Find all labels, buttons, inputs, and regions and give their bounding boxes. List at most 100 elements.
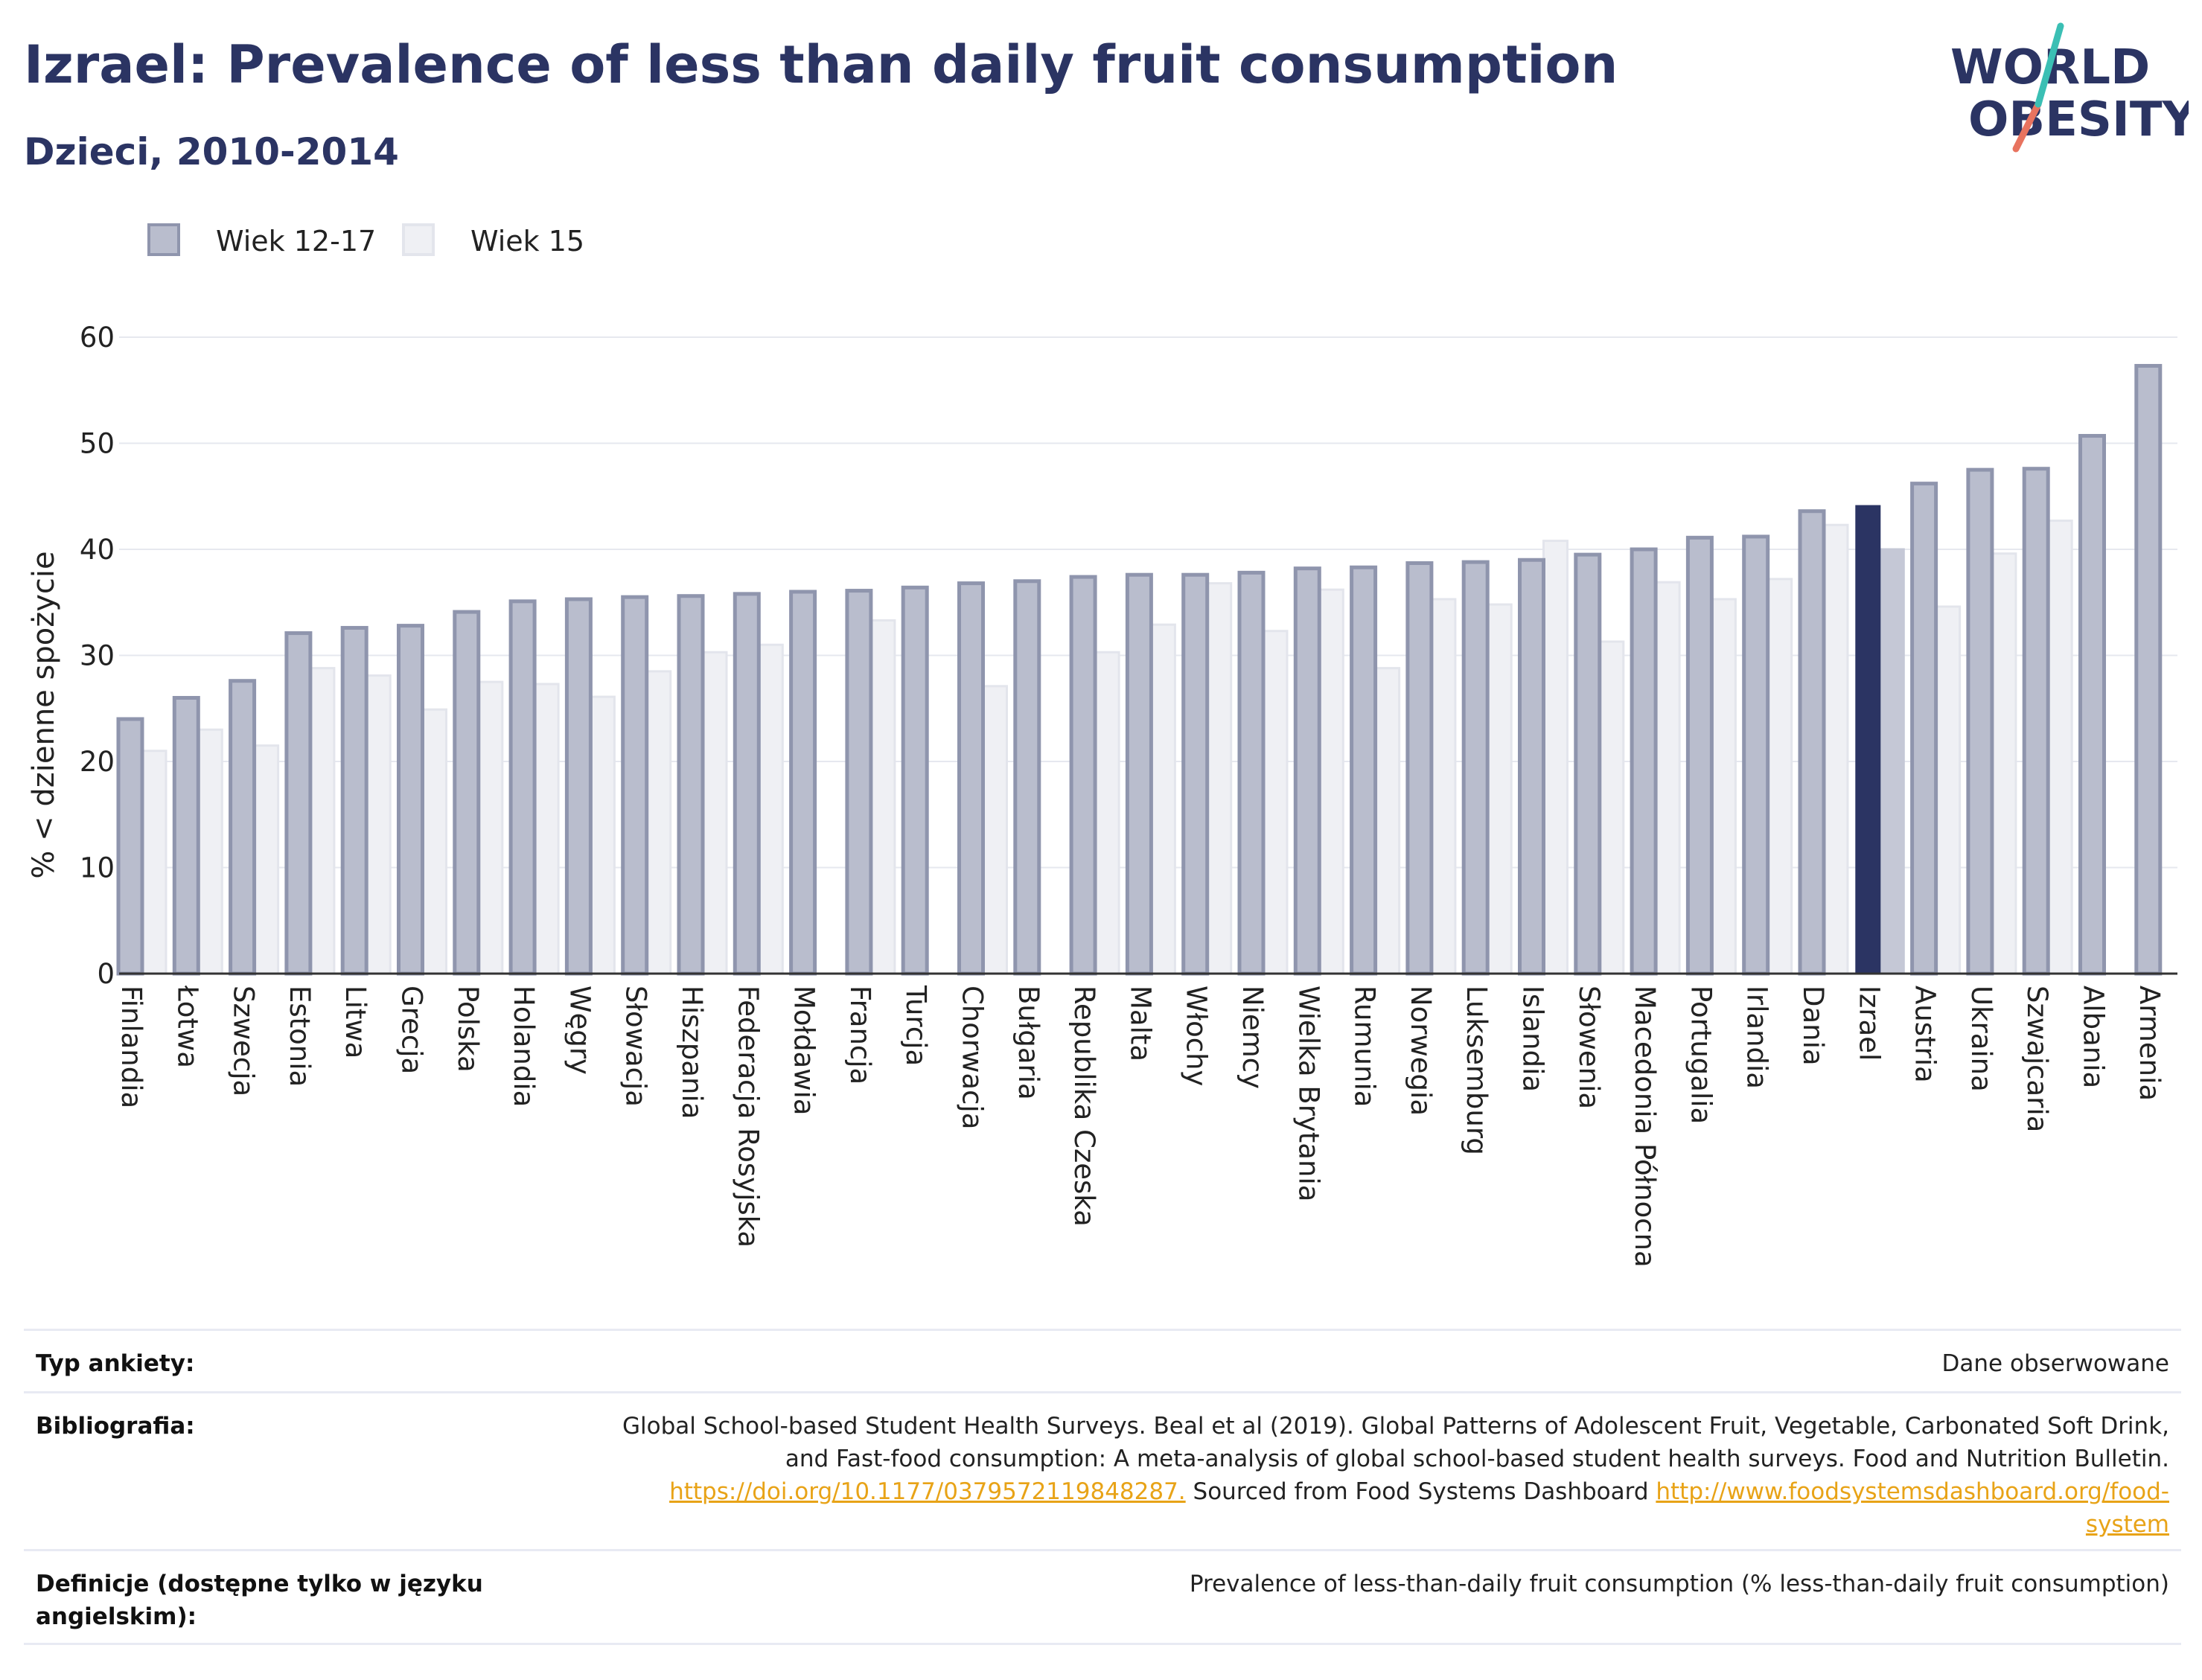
- x-tick-label: Węgry: [564, 986, 596, 1075]
- x-tick-label: Słowenia: [1573, 986, 1605, 1109]
- bar-series2: [141, 750, 167, 975]
- bibliography-value: Global School-based Student Health Surve…: [569, 1410, 2169, 1541]
- bar-series2: [1991, 552, 2017, 975]
- y-tick-label: 50: [80, 428, 115, 460]
- x-tick-label: Republika Czeska: [1068, 986, 1100, 1227]
- y-tick-label: 20: [80, 746, 115, 778]
- x-tick-label: Włochy: [1181, 986, 1213, 1086]
- bar-series2: [1262, 630, 1289, 975]
- chart-subtitle: Dzieci, 2010-2014: [24, 130, 399, 173]
- x-tick-label: Litwa: [339, 986, 371, 1058]
- x-tick-label: Rumunia: [1349, 986, 1381, 1107]
- bar-series2: [533, 683, 560, 975]
- bar-series1: [1685, 535, 1714, 976]
- bibliography-text-3: Sourced from Food Systems Dashboard: [1185, 1478, 1656, 1505]
- metadata-row-bibliography: Bibliografia: Global School-based Studen…: [24, 1391, 2181, 1549]
- bar-series1: [957, 581, 985, 976]
- x-tick-label: Mołdawia: [788, 986, 820, 1115]
- bar-series1: [2134, 363, 2163, 976]
- metadata-row-survey: Typ ankiety: Dane obserwowane: [24, 1329, 2181, 1391]
- y-tick-label: 60: [80, 322, 115, 354]
- x-tick-label: Łotwa: [171, 985, 203, 1068]
- bar-series2: [365, 674, 392, 975]
- x-tick-label: Austria: [1909, 986, 1941, 1083]
- bar-series2: [1542, 540, 1568, 975]
- survey-type-label: Typ ankiety:: [36, 1350, 195, 1377]
- bar-series1: [845, 589, 873, 976]
- food-systems-link-cont[interactable]: system: [2085, 1511, 2169, 1538]
- logo-slash-coral: [2012, 100, 2042, 153]
- x-tick-label: Portugalia: [1685, 986, 1717, 1124]
- x-tick-label: Bułgaria: [1012, 986, 1044, 1100]
- bar-series2: [1878, 548, 1905, 975]
- x-tick-label: Słowacja: [620, 986, 652, 1107]
- y-tick-label: 40: [80, 534, 115, 566]
- x-tick-label: Niemcy: [1236, 986, 1268, 1089]
- x-tick-label: Grecja: [396, 986, 428, 1074]
- legend-label-series2: Wiek 15: [470, 225, 585, 258]
- bar-series1: [453, 610, 481, 976]
- bar-series1: [2078, 434, 2106, 976]
- bibliography-text-1: Global School-based Student Health Surve…: [622, 1413, 2169, 1440]
- x-tick-label: Turcja: [900, 985, 932, 1066]
- x-tick-label: Dania: [1797, 986, 1829, 1066]
- bar-series1: [1574, 552, 1602, 976]
- x-tick-label: Hiszpania: [676, 986, 708, 1119]
- x-tick-label: Estonia: [284, 986, 316, 1087]
- x-tick-label: Szwajcaria: [2021, 986, 2053, 1132]
- x-tick-label: Francja: [844, 986, 876, 1085]
- bar-series1: [508, 599, 537, 976]
- y-tick-label: 10: [80, 852, 115, 884]
- metadata-table: Typ ankiety: Dane obserwowane Bibliograf…: [24, 1329, 2181, 1645]
- metadata-row-definitions: Definicje (dostępne tylko w języku angie…: [24, 1549, 2181, 1643]
- bar-chart: 0 10 20 30 40 50 60 % < dzienne spożycie Finland…: [27, 322, 2177, 1268]
- logo-slash-teal: [2035, 22, 2064, 108]
- bar-series2: [1094, 651, 1120, 975]
- definitions-value: Prevalence of less-than-daily fruit cons…: [1189, 1571, 2169, 1597]
- x-tick-label: Holandia: [508, 986, 540, 1107]
- doi-link[interactable]: https://doi.org/10.1177/0379572119848287…: [669, 1478, 1186, 1505]
- survey-type-value: Dane obserwowane: [1941, 1350, 2169, 1377]
- bar-series2: [869, 619, 896, 975]
- bar-series1: [229, 679, 257, 976]
- bar-series2: [757, 643, 784, 975]
- x-tick-label: Wielka Brytania: [1292, 986, 1324, 1201]
- bibliography-label: Bibliografia:: [36, 1413, 195, 1440]
- logo-line2: OBESITY: [1968, 92, 2189, 147]
- bar-series1: [1069, 575, 1097, 976]
- world-obesity-logo-mark: WORLD OBESITY: [1950, 22, 2197, 153]
- bar-series2: [982, 685, 1008, 975]
- bar-series2: [197, 728, 223, 975]
- bar-series2: [1710, 598, 1737, 975]
- bar-series2: [589, 695, 616, 975]
- bar-series2: [1654, 581, 1681, 975]
- bar-series2: [1486, 603, 1513, 975]
- bar-series2: [1598, 640, 1625, 975]
- bar-series2: [1822, 523, 1849, 975]
- bar-series2: [309, 667, 336, 975]
- bibliography-text-2: and Fast-food consumption: A meta-analys…: [785, 1446, 2169, 1472]
- bar-series1: [1237, 570, 1266, 976]
- y-axis-label: % < dzienne spożycie: [27, 551, 61, 878]
- x-tick-label: Izrael: [1853, 986, 1885, 1061]
- bar-series1: [284, 631, 313, 976]
- bar-series2: [1430, 598, 1457, 975]
- bar-series1: [1293, 566, 1321, 976]
- x-tick-label: Federacja Rosyjska: [732, 986, 764, 1248]
- bar-series2: [1206, 582, 1233, 975]
- x-tick-label: Armenia: [2134, 986, 2166, 1101]
- metadata-bottom-border: [24, 1643, 2181, 1645]
- bar-series2: [2046, 520, 2073, 975]
- bar-series1: [340, 625, 368, 976]
- bar-series1: [789, 590, 817, 976]
- x-tick-label: Szwecja: [228, 986, 260, 1096]
- food-systems-link[interactable]: http://www.foodsystemsdashboard.org/food…: [1656, 1478, 2169, 1505]
- bar-series1: [1630, 547, 1658, 976]
- bar-series1: [1966, 467, 1994, 976]
- bar-series1: [1461, 560, 1490, 976]
- bar-series1: [172, 696, 200, 976]
- bar-series1: [1518, 558, 1545, 976]
- bar-series2: [253, 744, 280, 975]
- bar-series1: [1181, 572, 1210, 976]
- legend-label-series1: Wiek 12-17: [216, 225, 377, 258]
